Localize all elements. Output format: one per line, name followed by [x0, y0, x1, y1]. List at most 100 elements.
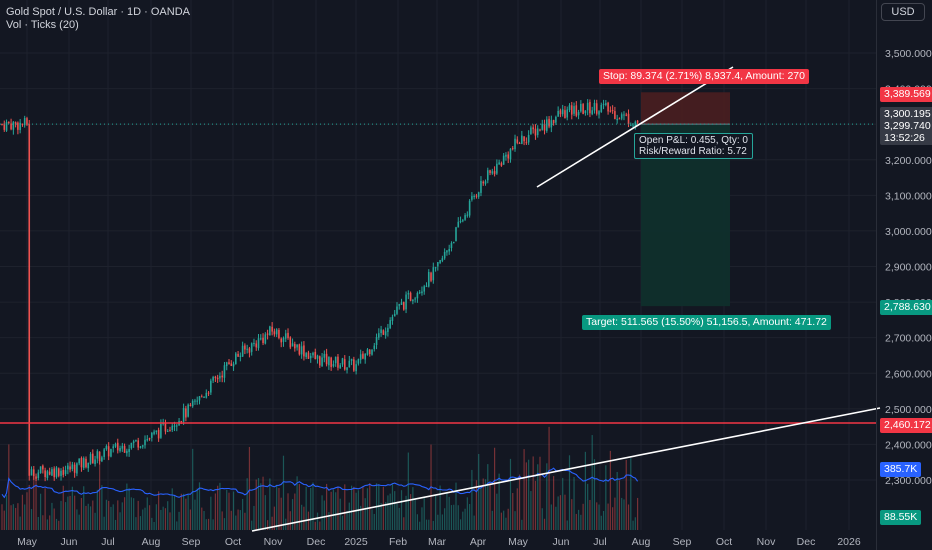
candle-body	[580, 103, 582, 112]
candle-body	[516, 139, 519, 143]
volume-bar	[237, 509, 239, 530]
volume-bar	[362, 486, 364, 530]
candle-body	[62, 469, 65, 475]
candle-body	[30, 469, 33, 476]
volume-bar	[464, 508, 466, 530]
volume-bar	[60, 500, 62, 530]
volume-bar	[321, 495, 323, 530]
candle-body	[366, 349, 369, 355]
volume-bar	[512, 493, 514, 530]
candle-body	[255, 343, 258, 348]
volume-bar	[180, 493, 182, 530]
volume-bar	[12, 504, 14, 530]
candle-body	[636, 120, 639, 123]
volume-bar	[303, 506, 305, 530]
candle-body	[611, 109, 614, 111]
volume-bar	[255, 479, 257, 530]
volume-bar	[521, 519, 523, 530]
volume-bar	[328, 512, 330, 530]
volume-bar	[105, 499, 108, 530]
candle-body	[266, 333, 269, 335]
candle-body	[155, 430, 158, 433]
volume-indicator-title[interactable]: Vol · Ticks (20)	[6, 19, 79, 31]
volume-bar	[33, 471, 35, 530]
candle-body	[393, 313, 396, 317]
target-label: Target: 511.565 (15.50%) 51,156.5, Amoun…	[582, 315, 831, 330]
candle-body	[625, 114, 628, 116]
volume-last-tag: 385.7K	[880, 462, 922, 477]
volume-bar	[627, 504, 630, 530]
candle-body	[157, 429, 160, 439]
volume-bar	[330, 491, 332, 530]
volume-bar	[534, 480, 537, 530]
y-tick-label: 3,100.000	[885, 190, 932, 202]
candle-body	[609, 110, 612, 112]
candle-body	[96, 451, 99, 459]
volume-bar	[607, 503, 609, 530]
volume-bar	[312, 482, 314, 530]
volume-bar	[271, 516, 273, 530]
candle-body	[57, 468, 60, 476]
candle-body	[368, 349, 371, 355]
volume-bar	[469, 504, 471, 530]
candle-body	[284, 333, 287, 339]
candle-body	[514, 138, 516, 150]
symbol-title[interactable]: Gold Spot / U.S. Dollar · 1D · OANDA	[6, 6, 190, 18]
volume-bar	[471, 469, 473, 530]
candle-body	[175, 425, 178, 427]
volume-bar	[323, 500, 325, 530]
drawn-lines	[0, 66, 881, 532]
volume-bar	[85, 505, 87, 530]
volume-bar	[46, 519, 48, 530]
time-axis[interactable]: May Jun Jul Aug Sep Oct Nov Dec 2025 Feb Mar Apr May…	[17, 536, 861, 548]
candle-body	[187, 404, 189, 417]
candle-body	[3, 123, 6, 130]
candle-body	[316, 355, 319, 359]
candle-body	[182, 408, 185, 422]
candle-body	[409, 292, 412, 301]
candle-body	[144, 439, 146, 446]
target-price-tag: 2,788.630	[880, 300, 932, 315]
candle-body	[73, 464, 76, 473]
candle-body	[37, 472, 40, 478]
volume-bar	[130, 497, 132, 530]
candle-body	[536, 128, 539, 135]
horizontal-line-tag: 2,460.172	[880, 418, 932, 433]
volume-bar	[28, 484, 30, 530]
volume-bar	[21, 494, 24, 530]
currency-button[interactable]: USD	[881, 3, 925, 21]
volume-bar	[562, 477, 564, 530]
volume-bar	[214, 493, 216, 530]
candle-body	[541, 123, 544, 130]
candle-body	[466, 214, 469, 216]
volume-bar	[630, 458, 632, 530]
candle-body	[605, 103, 607, 105]
bar-countdown: 13:52:26	[884, 132, 925, 144]
volume-bar	[310, 487, 312, 530]
volume-bar	[326, 483, 328, 530]
volume-bar	[621, 497, 623, 530]
volume-bar	[282, 455, 285, 530]
candle-body	[455, 227, 457, 242]
candle-body	[561, 109, 564, 115]
volume-bar	[262, 476, 264, 530]
candle-body	[471, 196, 473, 200]
volume-bar	[212, 519, 214, 530]
candle-body	[114, 443, 117, 447]
candle-body	[607, 102, 609, 112]
volume-bar	[264, 495, 266, 530]
candle-body	[614, 111, 616, 120]
candle-body	[198, 396, 201, 401]
candle-body	[380, 329, 382, 334]
volume-bar	[584, 451, 586, 530]
candle-body	[405, 294, 407, 310]
stop-price-tag: 3,389.569	[880, 87, 932, 102]
candle-body	[500, 163, 503, 166]
x-tick-label: Jul	[593, 536, 606, 548]
candle-body	[48, 471, 51, 475]
candle-body	[527, 134, 530, 143]
volume-bar	[319, 521, 321, 530]
volume-bar	[335, 492, 337, 530]
volume-bar	[92, 500, 94, 530]
